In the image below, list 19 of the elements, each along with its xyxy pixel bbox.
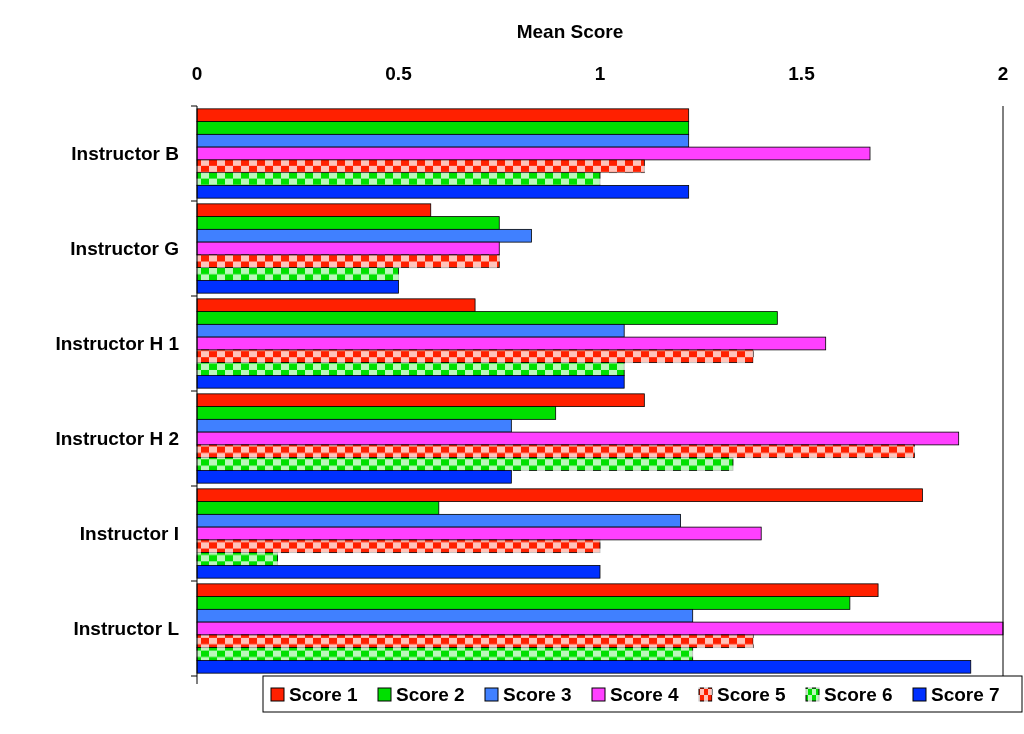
x-tick-label: 1 [594,63,606,84]
y-tick-label: Instructor H 2 [55,428,179,450]
y-tick-label: Instructor L [73,618,180,640]
y-tick-label: Instructor H 1 [55,333,180,355]
y-tick-label: Instructor B [71,143,179,165]
x-tick-label: 0 [191,63,203,84]
x-tick-label: 1.5 [788,63,816,84]
legend-label: Score 4 [610,684,680,705]
x-tick-label: 0.5 [385,63,413,84]
y-tick-label: Instructor I [79,523,179,545]
legend-label: Score 7 [931,684,1000,705]
x-axis-title: Mean Score [516,21,624,42]
legend-label: Score 3 [503,684,572,705]
legend-label: Score 6 [824,684,893,705]
legend-label: Score 5 [717,684,787,705]
y-tick-label: Instructor G [70,238,179,260]
legend-label: Score 2 [396,684,465,705]
legend-label: Score 1 [289,684,359,705]
x-tick-label: 2 [997,63,1009,84]
